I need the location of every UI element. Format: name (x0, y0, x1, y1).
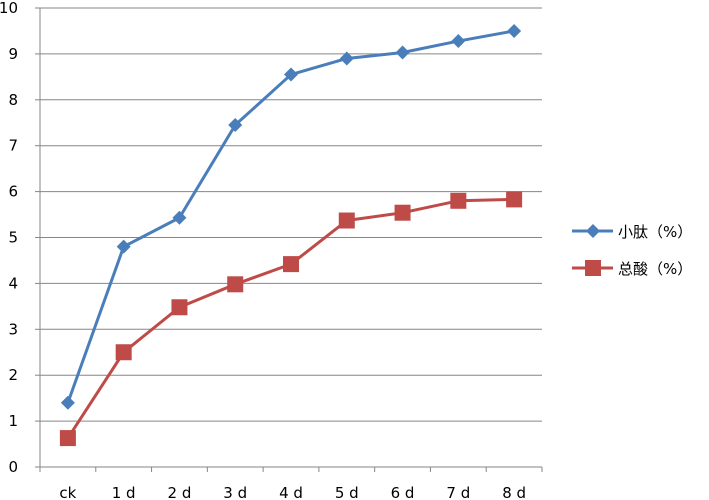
y-tick-label: 2 (8, 366, 18, 384)
y-tick-label: 10 (0, 0, 18, 17)
x-tick-label: 8 d (502, 484, 526, 500)
y-tick-label: 3 (8, 320, 18, 338)
data-point (338, 212, 355, 229)
data-point (283, 256, 299, 273)
series-0 (60, 23, 522, 410)
legend-swatch-marker (585, 260, 601, 276)
data-point (451, 34, 466, 49)
y-tick-label: 1 (8, 412, 18, 430)
y-tick-label: 7 (8, 137, 18, 155)
data-point (339, 51, 354, 66)
data-point (395, 45, 410, 60)
data-point (228, 118, 243, 133)
y-tick-label: 6 (8, 183, 18, 201)
data-point (284, 67, 298, 82)
data-point (507, 23, 522, 38)
x-tick-label: 7 d (446, 484, 470, 500)
legend-label: 总酸（%） (618, 260, 692, 278)
data-point (60, 395, 75, 410)
legend-swatch-marker (586, 224, 600, 238)
x-tick-label: 2 d (168, 484, 192, 500)
gridlines (40, 7, 542, 422)
x-tick-label: 6 d (391, 484, 415, 500)
legend-label: 小肽（%） (618, 223, 692, 241)
legend-item: 总酸（%） (572, 260, 692, 278)
series-line (66, 197, 515, 439)
data-point (172, 210, 187, 225)
data-point (116, 239, 131, 254)
legend-item: 小肽（%） (572, 223, 692, 241)
data-point (115, 344, 132, 361)
data-point (227, 276, 244, 293)
x-tick-label: 5 d (335, 484, 359, 500)
data-point (506, 191, 523, 208)
data-point (59, 430, 76, 447)
y-tick-label: 0 (8, 458, 18, 476)
series-layer (59, 23, 523, 447)
y-tick-label: 9 (8, 45, 18, 63)
data-point (394, 204, 411, 221)
x-tick-label: ck (59, 484, 76, 500)
data-point (171, 299, 188, 316)
x-tick-label: 4 d (279, 484, 303, 500)
y-axis-ticks: 0 1 2 3 4 5 6 7 8 9 10 (0, 0, 18, 476)
x-axis-ticks: ck 1 d 2 d 3 d 4 d 5 d 6 d 7 d 8 d (59, 484, 526, 500)
x-tick-label: 3 d (223, 484, 247, 500)
data-point (450, 192, 467, 209)
y-tick-label: 5 (8, 229, 18, 247)
legend: 小肽（%） 总酸（%） (572, 223, 692, 278)
y-tick-label: 8 (8, 91, 18, 109)
y-tick-label: 4 (8, 274, 18, 292)
series-line (66, 29, 515, 404)
x-tick-label: 1 d (112, 484, 136, 500)
axes (35, 7, 543, 472)
series-1 (59, 191, 523, 447)
